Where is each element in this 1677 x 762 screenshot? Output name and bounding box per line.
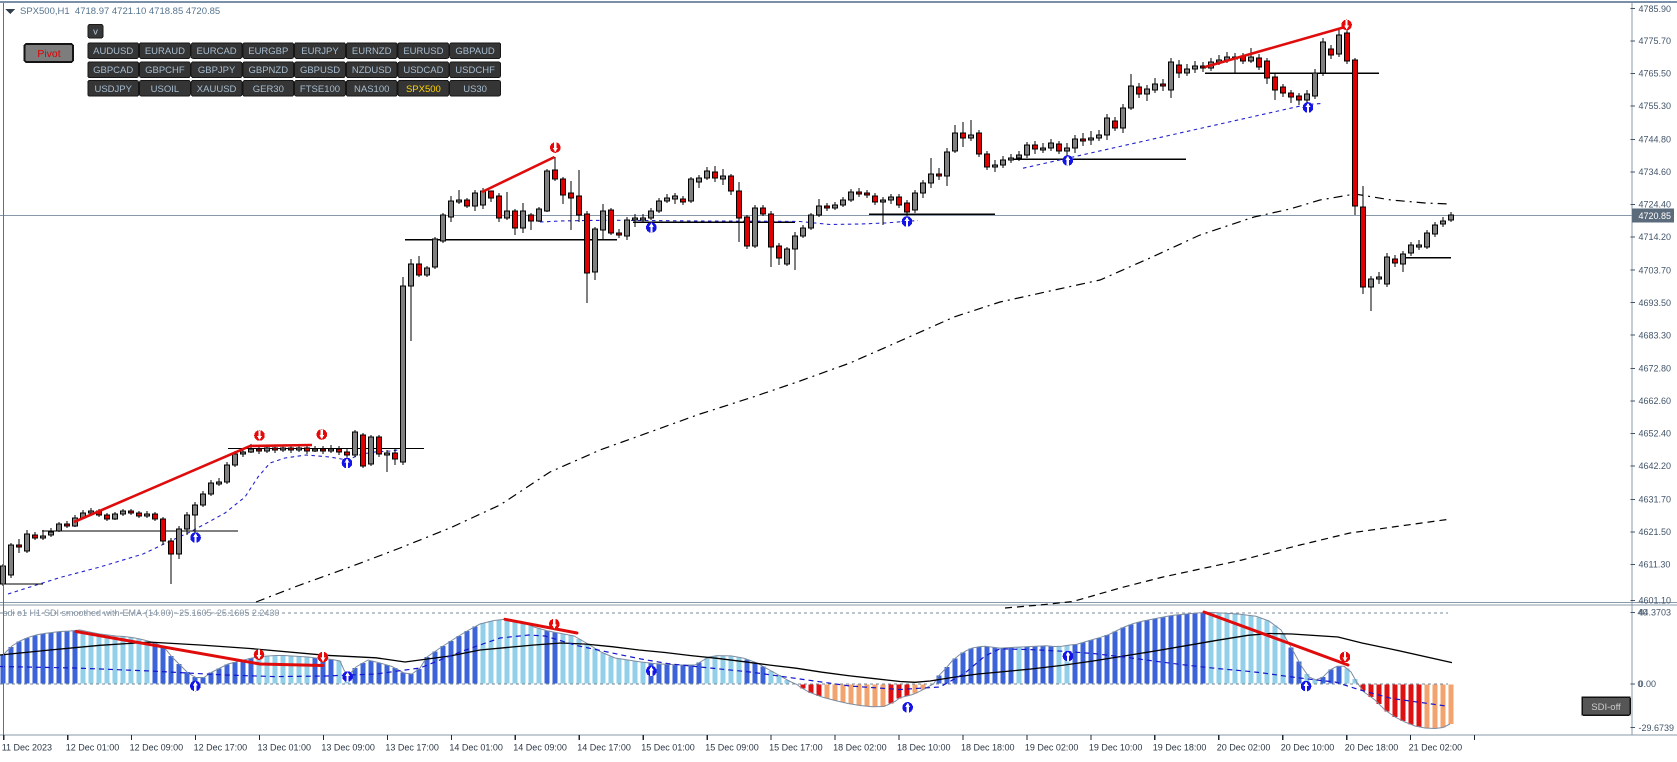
svg-text:v: v	[93, 27, 98, 38]
svg-text:AUDUSD: AUDUSD	[93, 46, 133, 57]
svg-text:EURAUD: EURAUD	[145, 46, 185, 57]
svg-text:4693.50: 4693.50	[1639, 298, 1672, 308]
svg-text:4683.30: 4683.30	[1639, 330, 1672, 340]
svg-text:44.3703: 44.3703	[1639, 608, 1672, 618]
svg-text:21 Dec 02:00: 21 Dec 02:00	[1409, 743, 1463, 753]
svg-text:4724.40: 4724.40	[1639, 200, 1672, 210]
svg-text:4631.70: 4631.70	[1639, 495, 1672, 505]
svg-text:40: 40	[1638, 608, 1648, 618]
svg-text:18 Dec 18:00: 18 Dec 18:00	[961, 743, 1015, 753]
svg-text:SDI-off: SDI-off	[1591, 702, 1621, 713]
svg-text:4785.90: 4785.90	[1639, 4, 1672, 14]
svg-text:XAUUSD: XAUUSD	[197, 84, 237, 95]
svg-text:14 Dec 01:00: 14 Dec 01:00	[449, 743, 503, 753]
svg-text:US30: US30	[463, 84, 487, 95]
svg-text:FTSE100: FTSE100	[300, 84, 340, 95]
svg-text:12 Dec 17:00: 12 Dec 17:00	[194, 743, 248, 753]
svg-text:USDJPY: USDJPY	[94, 84, 132, 95]
svg-text:USOIL: USOIL	[151, 84, 180, 95]
svg-text:11 Dec 2023: 11 Dec 2023	[2, 743, 52, 753]
svg-text:EURCAD: EURCAD	[197, 46, 237, 57]
svg-text:sdi o1 H1-SDI smoothed with-EM: sdi o1 H1-SDI smoothed with-EMA-(14.00) …	[3, 608, 279, 618]
svg-text:4662.60: 4662.60	[1639, 396, 1672, 406]
svg-text:18 Dec 02:00: 18 Dec 02:00	[833, 743, 887, 753]
svg-text:4720.85: 4720.85	[1639, 211, 1672, 221]
svg-text:GBPCHF: GBPCHF	[145, 65, 185, 76]
svg-text:SPX500,H1 4718.97 4721.10 471: SPX500,H1 4718.97 4721.10 4718.85 4720.8…	[20, 6, 220, 17]
svg-text:19 Dec 18:00: 19 Dec 18:00	[1153, 743, 1207, 753]
svg-text:4611.30: 4611.30	[1639, 560, 1671, 570]
svg-text:20 Dec 18:00: 20 Dec 18:00	[1345, 743, 1399, 753]
svg-text:15 Dec 17:00: 15 Dec 17:00	[769, 743, 823, 753]
svg-text:SPX500: SPX500	[406, 84, 441, 95]
svg-text:20 Dec 10:00: 20 Dec 10:00	[1281, 743, 1335, 753]
svg-text:4714.20: 4714.20	[1639, 232, 1672, 242]
svg-text:15 Dec 01:00: 15 Dec 01:00	[641, 743, 695, 753]
svg-text:18 Dec 10:00: 18 Dec 10:00	[897, 743, 951, 753]
svg-text:15 Dec 09:00: 15 Dec 09:00	[705, 743, 759, 753]
svg-text:4621.50: 4621.50	[1639, 527, 1672, 537]
svg-text:0.00: 0.00	[1639, 679, 1657, 689]
svg-text:GER30: GER30	[253, 84, 284, 95]
svg-text:Pivot: Pivot	[37, 48, 60, 60]
svg-text:4755.30: 4755.30	[1639, 101, 1672, 111]
svg-text:14 Dec 17:00: 14 Dec 17:00	[577, 743, 631, 753]
svg-text:4775.70: 4775.70	[1639, 36, 1672, 46]
svg-text:13 Dec 09:00: 13 Dec 09:00	[321, 743, 375, 753]
svg-text:12 Dec 01:00: 12 Dec 01:00	[66, 743, 120, 753]
svg-text:GBPAUD: GBPAUD	[455, 46, 495, 57]
svg-text:NAS100: NAS100	[354, 84, 389, 95]
svg-text:EURNZD: EURNZD	[352, 46, 392, 57]
svg-text:NZDUSD: NZDUSD	[352, 65, 392, 76]
svg-text:EURGBP: EURGBP	[248, 46, 288, 57]
svg-text:19 Dec 02:00: 19 Dec 02:00	[1025, 743, 1079, 753]
svg-text:4734.60: 4734.60	[1639, 167, 1672, 177]
svg-text:USDCHF: USDCHF	[455, 65, 495, 76]
svg-text:14 Dec 09:00: 14 Dec 09:00	[513, 743, 567, 753]
svg-text:20 Dec 02:00: 20 Dec 02:00	[1217, 743, 1271, 753]
svg-text:4601.10: 4601.10	[1639, 596, 1672, 606]
svg-text:GBPJPY: GBPJPY	[198, 65, 236, 76]
svg-text:4672.80: 4672.80	[1639, 364, 1672, 374]
svg-text:4765.50: 4765.50	[1639, 69, 1672, 79]
svg-text:4744.80: 4744.80	[1639, 135, 1672, 145]
svg-text:EURUSD: EURUSD	[403, 46, 443, 57]
svg-text:GBPCAD: GBPCAD	[93, 65, 133, 76]
svg-text:USDCAD: USDCAD	[403, 65, 443, 76]
svg-text:0: 0	[1638, 679, 1643, 689]
svg-text:-29.6739: -29.6739	[1639, 723, 1675, 733]
svg-text:12 Dec 09:00: 12 Dec 09:00	[130, 743, 184, 753]
svg-text:GBPNZD: GBPNZD	[249, 65, 289, 76]
svg-text:4703.70: 4703.70	[1639, 265, 1672, 275]
svg-text:13 Dec 17:00: 13 Dec 17:00	[385, 743, 439, 753]
svg-text:19 Dec 10:00: 19 Dec 10:00	[1089, 743, 1143, 753]
svg-text:4652.40: 4652.40	[1639, 429, 1672, 439]
svg-text:4642.20: 4642.20	[1639, 461, 1672, 471]
svg-text:EURJPY: EURJPY	[301, 46, 339, 57]
svg-text:GBPUSD: GBPUSD	[300, 65, 340, 76]
svg-text:13 Dec 01:00: 13 Dec 01:00	[258, 743, 312, 753]
